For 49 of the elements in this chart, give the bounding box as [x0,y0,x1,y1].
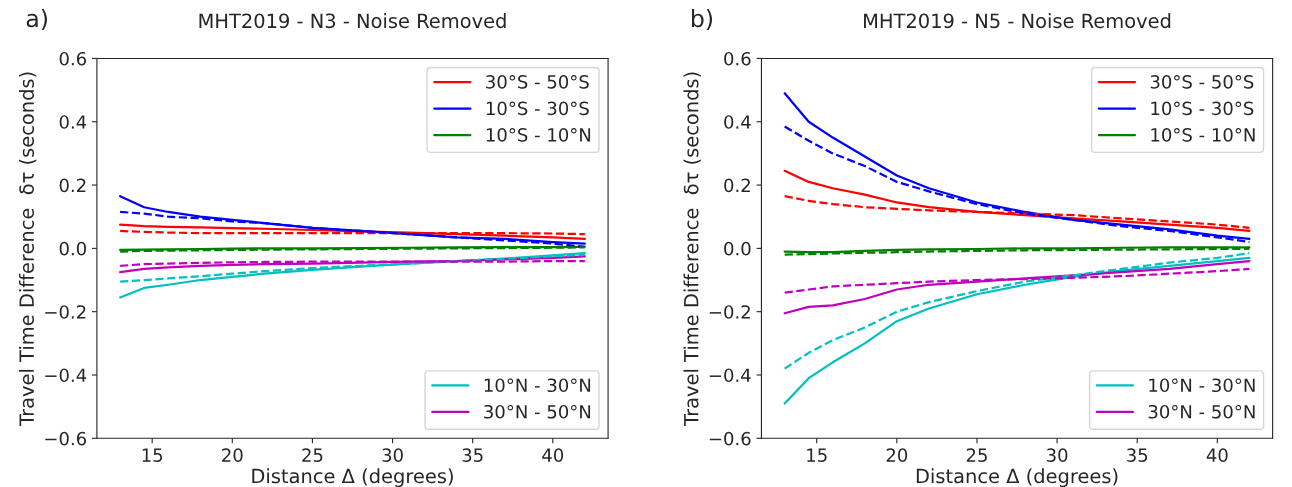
legend-label: 10°S - 10°N [1151,128,1255,142]
legend-label: 10°S - 10°N [486,128,591,142]
x-axis-title: Distance Δ (degrees) [916,468,1118,487]
x-tick-label: 15 [142,448,163,462]
line-series [783,169,1251,233]
x-tick-label: 30 [382,448,403,462]
x-tick-label: 35 [462,448,483,462]
y-tick-label: 0.6 [724,51,751,66]
y-tick-label: 0.4 [59,115,87,129]
y-tick-label: −0.4 [45,368,87,383]
y-tick-label: 0.6 [59,51,87,66]
y-tick-label: −0.6 [709,431,751,446]
y-axis-title: Travel Time Difference δτ (seconds) [683,72,701,426]
x-tick-label: 40 [1206,448,1228,462]
legend-label: 30°S - 50°S [486,75,589,89]
legend-label: 30°N - 50°N [484,404,591,419]
y-tick-label: −0.2 [45,305,86,319]
text: a) [26,9,47,31]
legend-label: 30°N - 50°N [1148,404,1255,419]
chart-title: MHT2019 - N5 - Noise Removed [864,13,1171,29]
line-series [119,255,586,274]
x-tick-label: 20 [222,448,243,462]
line-series [119,223,586,240]
y-axis-title: Travel Time Difference δτ (seconds) [18,72,37,426]
legend-label: 30°S - 50°S [1150,75,1254,89]
x-tick-label: 40 [542,448,564,462]
chart-title: MHT2019 - N3 - Noise Removed [199,13,506,29]
legend-label: 10°N - 30°N [1149,378,1255,393]
y-tick-label: −0.6 [45,431,87,446]
x-tick-label: 20 [886,448,908,462]
y-tick-label: 0.2 [59,178,86,193]
y-tick-label: 0.0 [724,241,751,256]
line-series [783,259,1251,315]
text: b) [692,9,713,31]
x-tick-label: 30 [1046,448,1068,462]
y-tick-label: −0.4 [709,368,751,383]
x-tick-label: 25 [966,448,987,462]
y-tick-label: 0.0 [59,241,86,256]
line-series [119,195,586,245]
x-tick-label: 25 [302,448,323,462]
x-tick-label: 35 [1127,448,1148,462]
x-axis-title: Distance Δ (degrees) [252,468,453,487]
x-tick-label: 15 [807,448,827,462]
y-tick-label: 0.2 [724,178,750,193]
legend-label: 10°N - 30°N [484,378,591,393]
legend-label: 10°S - 30°S [486,101,589,116]
y-tick-label: −0.2 [709,305,750,319]
y-tick-label: 0.4 [724,115,751,129]
legend-label: 10°S - 30°S [1151,101,1254,116]
